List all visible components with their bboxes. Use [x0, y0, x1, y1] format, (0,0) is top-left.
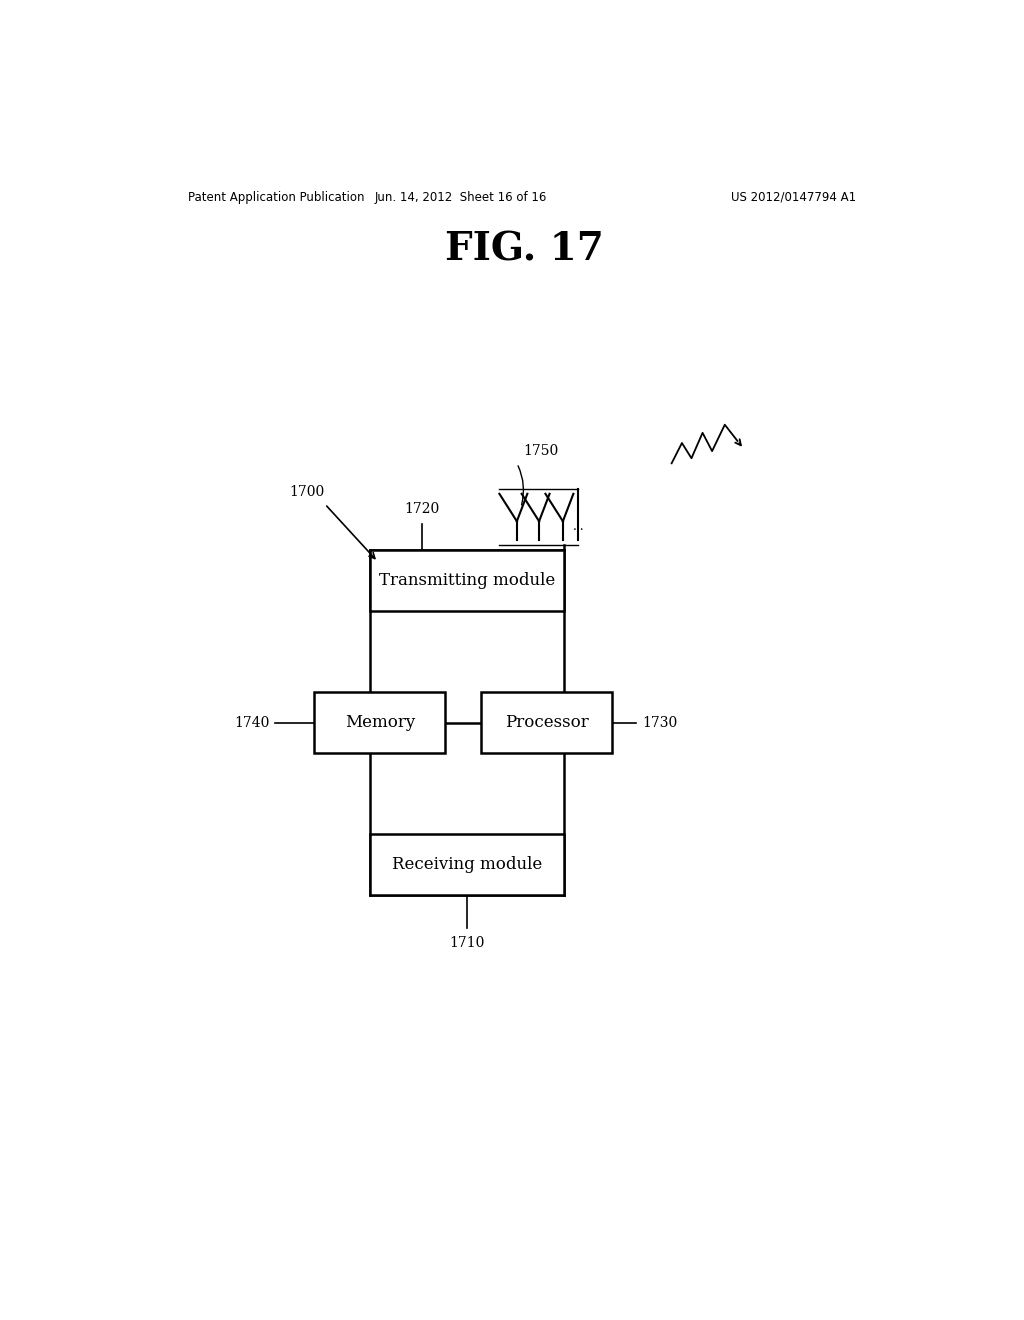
Text: Receiving module: Receiving module: [392, 857, 543, 874]
Text: US 2012/0147794 A1: US 2012/0147794 A1: [731, 190, 856, 203]
Bar: [314, 692, 445, 752]
Text: ...: ...: [572, 520, 584, 533]
Text: 1700: 1700: [289, 484, 325, 499]
Bar: [370, 549, 564, 611]
Text: Memory: Memory: [345, 714, 415, 731]
Text: FIG. 17: FIG. 17: [445, 231, 604, 269]
Text: Transmitting module: Transmitting module: [379, 572, 555, 589]
Text: Processor: Processor: [505, 714, 589, 731]
Bar: [481, 692, 612, 752]
Text: 1750: 1750: [523, 445, 558, 458]
Text: 1740: 1740: [233, 715, 269, 730]
Text: 1720: 1720: [404, 502, 439, 516]
Text: Patent Application Publication: Patent Application Publication: [187, 190, 364, 203]
Text: 1710: 1710: [450, 936, 485, 950]
Bar: [370, 834, 564, 895]
Text: Jun. 14, 2012  Sheet 16 of 16: Jun. 14, 2012 Sheet 16 of 16: [375, 190, 548, 203]
Text: 1730: 1730: [642, 715, 678, 730]
